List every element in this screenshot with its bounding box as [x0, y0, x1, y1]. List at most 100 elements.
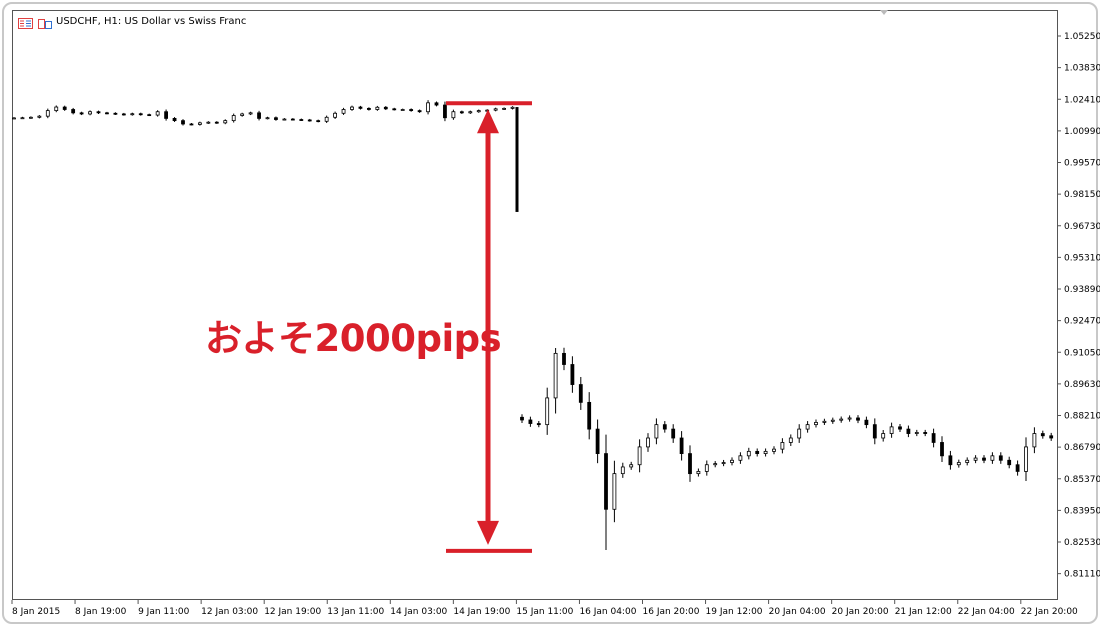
- candle-bull: [426, 102, 430, 113]
- plot-frame: [12, 10, 1058, 600]
- candle-bear: [417, 110, 422, 113]
- candle-bull: [88, 111, 92, 115]
- candle-bull: [830, 419, 835, 422]
- x-tick-label: 9 Jan 11:00: [138, 607, 190, 617]
- candle-bear: [409, 109, 414, 112]
- candle-bear: [1015, 464, 1020, 472]
- candle-bull: [956, 462, 961, 466]
- candle-bull: [788, 437, 793, 443]
- candle-bear: [434, 102, 439, 106]
- trade-list-icon[interactable]: [18, 18, 33, 29]
- candle-bull: [451, 111, 456, 119]
- candle-bull: [37, 115, 42, 118]
- candle-bear: [856, 417, 860, 421]
- y-tick-label: 0.89630: [1064, 380, 1100, 390]
- candle-bear: [923, 432, 928, 434]
- candle-bear: [71, 109, 76, 114]
- candle-bull: [763, 450, 768, 454]
- x-tick-label: 13 Jan 11:00: [327, 607, 384, 617]
- y-tick-label: 0.96730: [1064, 222, 1100, 232]
- y-tick-label: 0.88210: [1064, 412, 1100, 422]
- candle-bull: [730, 459, 734, 463]
- candle-bear: [688, 453, 692, 475]
- candle-bull: [476, 110, 481, 113]
- candle-bull: [240, 113, 245, 116]
- candle-bear: [587, 401, 592, 430]
- candle-bull: [654, 424, 659, 439]
- candle-bull: [510, 106, 515, 109]
- candle-bull: [973, 457, 978, 461]
- y-tick-label: 1.00990: [1064, 127, 1100, 137]
- candle-bear: [595, 428, 600, 454]
- candle-bear: [79, 112, 84, 115]
- x-tick-label: 21 Jan 12:00: [895, 607, 952, 617]
- x-tick-label: 22 Jan 04:00: [958, 607, 1015, 617]
- y-tick-label: 0.99570: [1064, 159, 1100, 169]
- x-tick-label: 15 Jan 11:00: [516, 607, 573, 617]
- x-tick-label: 8 Jan 19:00: [75, 607, 127, 617]
- candle-bear: [147, 114, 152, 117]
- y-tick-label: 0.86790: [1064, 443, 1100, 453]
- candle-bull: [814, 422, 818, 426]
- x-tick-label: 14 Jan 19:00: [453, 607, 510, 617]
- candle-bull: [637, 446, 642, 466]
- candle-bear: [316, 120, 321, 123]
- candle-bear: [872, 424, 877, 439]
- candle-bull: [738, 455, 743, 461]
- candle-bear: [520, 416, 524, 421]
- candle-bull: [375, 106, 380, 110]
- candle-bear: [138, 113, 143, 116]
- candle-bull: [54, 106, 59, 112]
- candle-bull: [468, 111, 473, 114]
- candle-bear: [1049, 435, 1054, 439]
- x-tick-label: 19 Jan 12:00: [706, 607, 763, 617]
- candle-bull: [839, 418, 844, 421]
- candle-bear: [982, 457, 986, 461]
- candle-bear: [113, 112, 118, 115]
- candle-bear: [257, 112, 261, 119]
- candle-bull: [889, 426, 894, 434]
- candle-bear: [679, 437, 684, 454]
- candle-bull: [746, 450, 751, 457]
- header-icons: [18, 15, 54, 34]
- candle-bull: [341, 109, 346, 114]
- candle-bull: [248, 112, 253, 115]
- candle-bear: [906, 428, 911, 434]
- candle-bull: [20, 117, 25, 120]
- y-tick-label: 0.95310: [1064, 253, 1100, 263]
- candle-bear: [578, 384, 583, 403]
- candle-bull: [545, 397, 550, 426]
- candle-bull: [780, 442, 785, 450]
- y-tick-label: 0.91050: [1064, 348, 1100, 358]
- candle-bear: [755, 450, 760, 454]
- candle-bear: [562, 352, 566, 365]
- candle-bull: [881, 433, 886, 439]
- y-tick-label: 1.03830: [1064, 64, 1100, 74]
- one-click-trading-icon[interactable]: [38, 19, 52, 29]
- candle-bull: [1024, 446, 1028, 472]
- x-tick-label: 12 Jan 19:00: [264, 607, 321, 617]
- candle-bear: [662, 424, 667, 430]
- candle-bull: [620, 466, 625, 475]
- x-tick-label: 16 Jan 20:00: [643, 607, 700, 617]
- candle-bear: [998, 455, 1003, 461]
- candle-bear: [181, 120, 185, 125]
- candle-bull: [502, 107, 507, 110]
- y-tick-label: 0.83950: [1064, 506, 1100, 516]
- y-tick-label: 0.92470: [1064, 317, 1100, 327]
- candle-bull: [797, 428, 802, 439]
- shift-marker-icon[interactable]: [880, 10, 888, 15]
- candle-bull: [12, 117, 16, 120]
- candle-bull: [914, 432, 919, 434]
- candle-bull: [197, 122, 202, 125]
- candle-bear: [459, 111, 464, 114]
- candle-bull: [629, 464, 634, 468]
- candle-bull: [28, 116, 33, 119]
- candle-bear: [671, 428, 676, 439]
- x-tick-label: 12 Jan 03:00: [201, 607, 258, 617]
- candle-bull: [612, 473, 617, 510]
- chart-title: USDCHF, H1: US Dollar vs Swiss Franc: [56, 16, 247, 27]
- candle-bear: [214, 121, 219, 124]
